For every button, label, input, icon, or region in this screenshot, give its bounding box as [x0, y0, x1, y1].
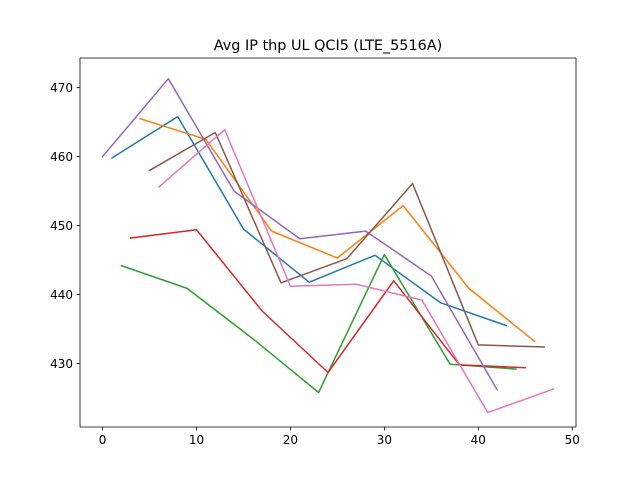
series-line-7: [157, 128, 555, 414]
x-tick-label: 50: [565, 433, 580, 447]
series-group: [101, 77, 555, 414]
x-tick-label: 20: [283, 433, 298, 447]
x-tick-label: 10: [189, 433, 204, 447]
y-tick-label: 460: [50, 150, 73, 164]
plot-area: [80, 58, 576, 427]
y-tick-label: 430: [50, 357, 73, 371]
axes: 0 10 20 30 40 50 430 440 450 460 470: [50, 57, 580, 447]
series-line-1: [110, 115, 508, 327]
series-line-5: [101, 77, 499, 391]
x-tick-label: 40: [471, 433, 486, 447]
series-line-6: [148, 131, 545, 348]
series-line-3: [120, 253, 517, 394]
y-tick-label: 440: [50, 288, 73, 302]
plot-background: [80, 58, 576, 427]
chart-title: Avg IP thp UL QCI5 (LTE_5516A): [214, 38, 442, 54]
series-line-2: [139, 117, 536, 343]
y-tick-label: 470: [50, 81, 73, 95]
x-tick-label: 30: [377, 433, 392, 447]
y-tick-label: 450: [50, 219, 73, 233]
x-tick-label: 0: [99, 433, 107, 447]
